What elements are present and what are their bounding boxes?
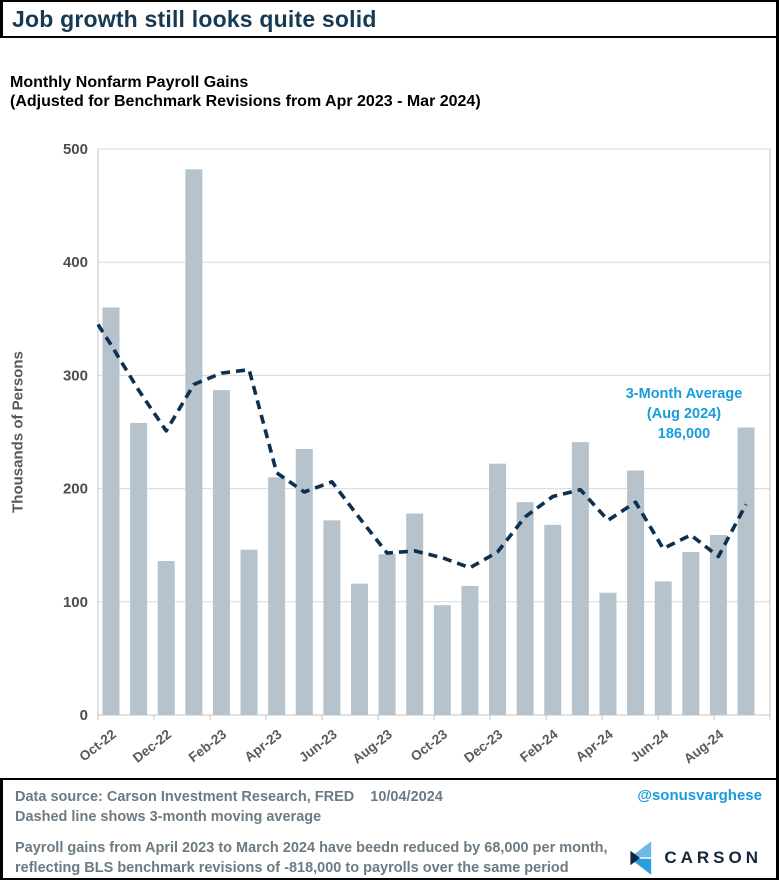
twitter-handle: @sonusvarghese [637, 787, 762, 804]
x-tick-label-Oct-23: Oct-23 [408, 726, 451, 764]
annotation-line3: 186,000 [657, 426, 711, 442]
moving-average-annotation: 3-Month Average (Aug 2024) 186,000 [598, 384, 770, 444]
x-tick-label-Jun-24: Jun-24 [628, 726, 672, 765]
bar-Feb-23 [212, 390, 230, 715]
report-date: 10/04/2024 [370, 789, 443, 805]
revision-note-line2: reflecting BLS benchmark revisions of -8… [15, 860, 569, 876]
bar-Oct-23 [433, 605, 451, 715]
annotation-line1: 3-Month Average [625, 386, 743, 402]
chart-subtitle: Monthly Nonfarm Payroll Gains (Adjusted … [10, 73, 481, 111]
bar-Jun-23 [323, 520, 341, 715]
bar-Dec-22 [157, 561, 175, 715]
x-tick-label-Apr-24: Apr-24 [573, 726, 616, 764]
bar-Sep-24 [737, 427, 755, 715]
bar-Jan-24 [516, 502, 534, 715]
y-tick-label-100: 100 [63, 594, 88, 611]
carson-logo: CARSON [628, 840, 764, 876]
chart-subtitle-line1: Monthly Nonfarm Payroll Gains [10, 74, 249, 91]
annotation-line2: (Aug 2024) [646, 406, 722, 422]
chart-subtitle-line2: (Adjusted for Benchmark Revisions from A… [10, 93, 481, 110]
bar-Aug-24 [709, 535, 727, 715]
y-tick-label-0: 0 [80, 707, 88, 724]
revision-note: Payroll gains from April 2023 to March 2… [15, 838, 608, 878]
y-tick-label-200: 200 [63, 481, 88, 498]
x-tick-label-Feb-23: Feb-23 [186, 726, 230, 765]
revision-note-line1: Payroll gains from April 2023 to March 2… [15, 840, 608, 856]
x-tick-label-Oct-22: Oct-22 [76, 727, 118, 765]
payroll-chart: 0 100 200 300 400 500 Oct-22 Dec-22 Feb-23 Apr-23… [0, 132, 776, 782]
bar-Jun-24 [654, 581, 672, 715]
bar-Apr-24 [599, 592, 617, 715]
title-band: Job growth still looks quite solid [0, 2, 776, 38]
carson-logo-text: CARSON [664, 848, 762, 867]
bar-Oct-22 [102, 307, 120, 715]
x-tick-label-Apr-23: Apr-23 [242, 726, 285, 764]
data-source-text: Data source: Carson Investment Research,… [15, 789, 355, 805]
x-tick-label-Aug-24: Aug-24 [681, 726, 727, 766]
bar-Jan-23 [185, 169, 203, 716]
bar-Mar-24 [571, 442, 589, 715]
bar-Jul-23 [350, 583, 368, 715]
bar-Mar-23 [240, 549, 258, 715]
bar-Dec-23 [489, 463, 507, 715]
bar-May-23 [295, 448, 313, 715]
bar-May-24 [627, 470, 645, 715]
x-tick-label-Dec-23: Dec-23 [461, 726, 506, 765]
y-tick-label-400: 400 [63, 254, 88, 271]
y-axis-title: Thousands of Persons [9, 351, 27, 513]
dashed-line-note: Dashed line shows 3-month moving average [15, 809, 322, 825]
bar-Apr-23 [268, 477, 286, 715]
bar-Aug-23 [378, 554, 396, 715]
page-title: Job growth still looks quite solid [12, 5, 377, 32]
y-tick-label-500: 500 [63, 141, 88, 158]
x-tick-label-Dec-22: Dec-22 [130, 727, 174, 766]
chart-canvas: 0 100 200 300 400 500 Oct-22 Dec-22 Feb-23 Apr-23… [63, 141, 771, 767]
x-tick-label-Jun-23: Jun-23 [296, 726, 340, 765]
x-tick-label-Feb-24: Feb-24 [517, 726, 561, 765]
source-block: Data source: Carson Investment Research,… [15, 787, 443, 827]
moving-average-line [96, 323, 748, 570]
footer: Data source: Carson Investment Research,… [0, 778, 776, 878]
bar-Jul-24 [682, 551, 700, 715]
carson-logo-icon [630, 841, 652, 875]
bar-Nov-23 [461, 585, 479, 715]
x-tick-label-Aug-23: Aug-23 [350, 726, 396, 766]
bar-Feb-24 [544, 524, 562, 715]
bar-Nov-22 [130, 422, 148, 715]
y-tick-label-300: 300 [63, 367, 88, 384]
bar-Sep-23 [406, 513, 424, 715]
